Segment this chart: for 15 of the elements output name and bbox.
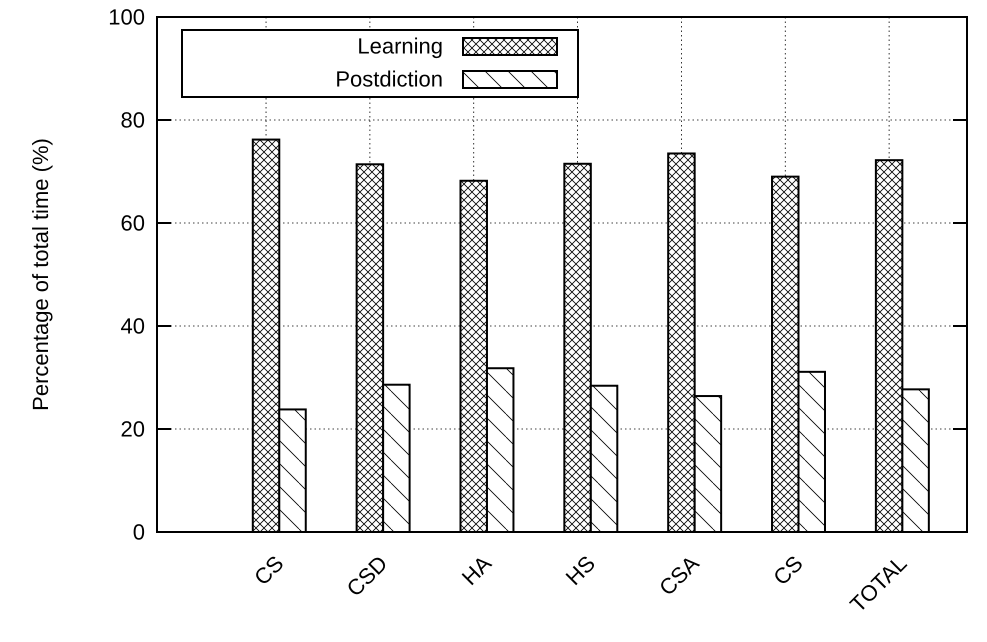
y-tick-label: 40 [120, 314, 145, 339]
x-tick-label: CSD [342, 550, 392, 602]
x-tick-label: CS [768, 550, 808, 590]
legend-label: Postdiction [335, 66, 443, 92]
x-tick-label: HS [560, 550, 600, 590]
x-tick-label: HA [456, 550, 496, 590]
y-tick-label: 0 [132, 520, 145, 545]
y-tick-label: 60 [120, 210, 145, 236]
x-tick-label: CSA [654, 550, 704, 600]
y-axis-title: Percentage of total time (%) [28, 138, 53, 411]
x-tick-label: CS [249, 550, 288, 590]
y-tick-label: 80 [120, 108, 145, 133]
y-tick-label: 20 [120, 416, 145, 442]
y-tick-label: 100 [108, 4, 145, 30]
legend-label: Learning [357, 34, 443, 59]
